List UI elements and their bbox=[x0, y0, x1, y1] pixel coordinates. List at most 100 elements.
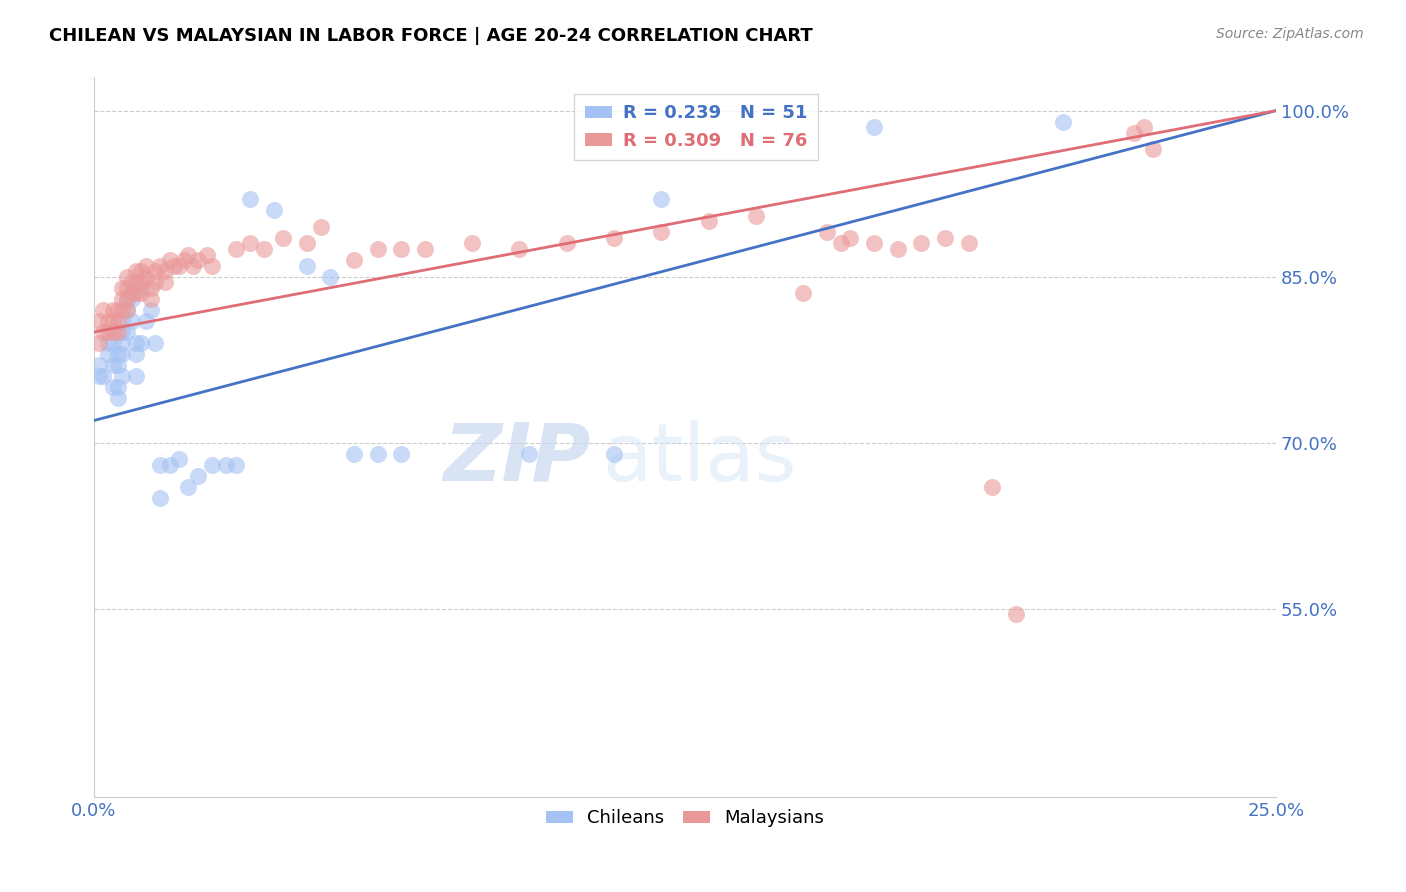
Point bbox=[295, 236, 318, 251]
Point bbox=[225, 242, 247, 256]
Point bbox=[187, 253, 209, 268]
Point bbox=[239, 236, 262, 251]
Point bbox=[87, 336, 110, 351]
Point bbox=[101, 358, 124, 372]
Point bbox=[135, 269, 157, 284]
Point bbox=[125, 369, 148, 384]
Point bbox=[121, 286, 143, 301]
Point bbox=[97, 347, 120, 361]
Point bbox=[145, 336, 167, 351]
Point bbox=[149, 458, 172, 472]
Point bbox=[115, 302, 138, 317]
Point bbox=[101, 380, 124, 394]
Point bbox=[201, 458, 224, 472]
Point bbox=[97, 314, 120, 328]
Point bbox=[839, 231, 862, 245]
Point bbox=[93, 302, 115, 317]
Point bbox=[125, 336, 148, 351]
Point bbox=[343, 447, 366, 461]
Point bbox=[87, 314, 110, 328]
Point bbox=[910, 236, 932, 251]
Point bbox=[201, 259, 224, 273]
Point bbox=[815, 226, 838, 240]
Point bbox=[650, 226, 672, 240]
Text: CHILEAN VS MALAYSIAN IN LABOR FORCE | AGE 20-24 CORRELATION CHART: CHILEAN VS MALAYSIAN IN LABOR FORCE | AG… bbox=[49, 27, 813, 45]
Point bbox=[101, 302, 124, 317]
Point bbox=[389, 447, 412, 461]
Point bbox=[1132, 120, 1154, 135]
Point bbox=[139, 302, 162, 317]
Point bbox=[129, 281, 152, 295]
Point bbox=[1005, 607, 1028, 622]
Point bbox=[413, 242, 436, 256]
Point bbox=[101, 314, 124, 328]
Point bbox=[367, 242, 389, 256]
Point bbox=[111, 292, 134, 306]
Point bbox=[107, 325, 129, 339]
Point bbox=[129, 275, 152, 289]
Point bbox=[125, 347, 148, 361]
Point bbox=[367, 447, 389, 461]
Point bbox=[111, 325, 134, 339]
Text: atlas: atlas bbox=[602, 420, 797, 498]
Point bbox=[167, 259, 190, 273]
Point bbox=[115, 269, 138, 284]
Point bbox=[159, 253, 181, 268]
Point bbox=[555, 236, 578, 251]
Point bbox=[167, 452, 190, 467]
Point bbox=[149, 491, 172, 505]
Point bbox=[93, 369, 115, 384]
Point bbox=[93, 325, 115, 339]
Point bbox=[1123, 126, 1146, 140]
Point bbox=[135, 314, 157, 328]
Point bbox=[225, 458, 247, 472]
Point bbox=[239, 192, 262, 206]
Point bbox=[830, 236, 852, 251]
Point bbox=[517, 447, 540, 461]
Point bbox=[87, 369, 110, 384]
Point bbox=[886, 242, 908, 256]
Point bbox=[163, 259, 186, 273]
Point bbox=[863, 236, 886, 251]
Point bbox=[981, 480, 1004, 494]
Point bbox=[263, 203, 285, 218]
Text: Source: ZipAtlas.com: Source: ZipAtlas.com bbox=[1216, 27, 1364, 41]
Point bbox=[173, 253, 195, 268]
Point bbox=[129, 286, 152, 301]
Point bbox=[115, 292, 138, 306]
Point bbox=[461, 236, 484, 251]
Point bbox=[145, 275, 167, 289]
Point bbox=[97, 336, 120, 351]
Point bbox=[125, 264, 148, 278]
Point bbox=[111, 347, 134, 361]
Point bbox=[215, 458, 238, 472]
Point bbox=[111, 314, 134, 328]
Point bbox=[187, 468, 209, 483]
Point bbox=[115, 281, 138, 295]
Point bbox=[111, 369, 134, 384]
Point bbox=[745, 209, 768, 223]
Point bbox=[934, 231, 956, 245]
Point bbox=[111, 336, 134, 351]
Point bbox=[129, 336, 152, 351]
Point bbox=[1142, 142, 1164, 156]
Point bbox=[1052, 114, 1074, 128]
Point bbox=[309, 219, 332, 234]
Point bbox=[603, 231, 626, 245]
Point bbox=[125, 275, 148, 289]
Point bbox=[111, 281, 134, 295]
Point bbox=[792, 286, 814, 301]
Point bbox=[107, 314, 129, 328]
Point bbox=[107, 302, 129, 317]
Point bbox=[343, 253, 366, 268]
Point bbox=[107, 380, 129, 394]
Point bbox=[125, 286, 148, 301]
Point bbox=[97, 325, 120, 339]
Point bbox=[139, 281, 162, 295]
Point bbox=[129, 264, 152, 278]
Point bbox=[121, 292, 143, 306]
Point bbox=[181, 259, 204, 273]
Point bbox=[121, 314, 143, 328]
Point bbox=[253, 242, 276, 256]
Point bbox=[508, 242, 530, 256]
